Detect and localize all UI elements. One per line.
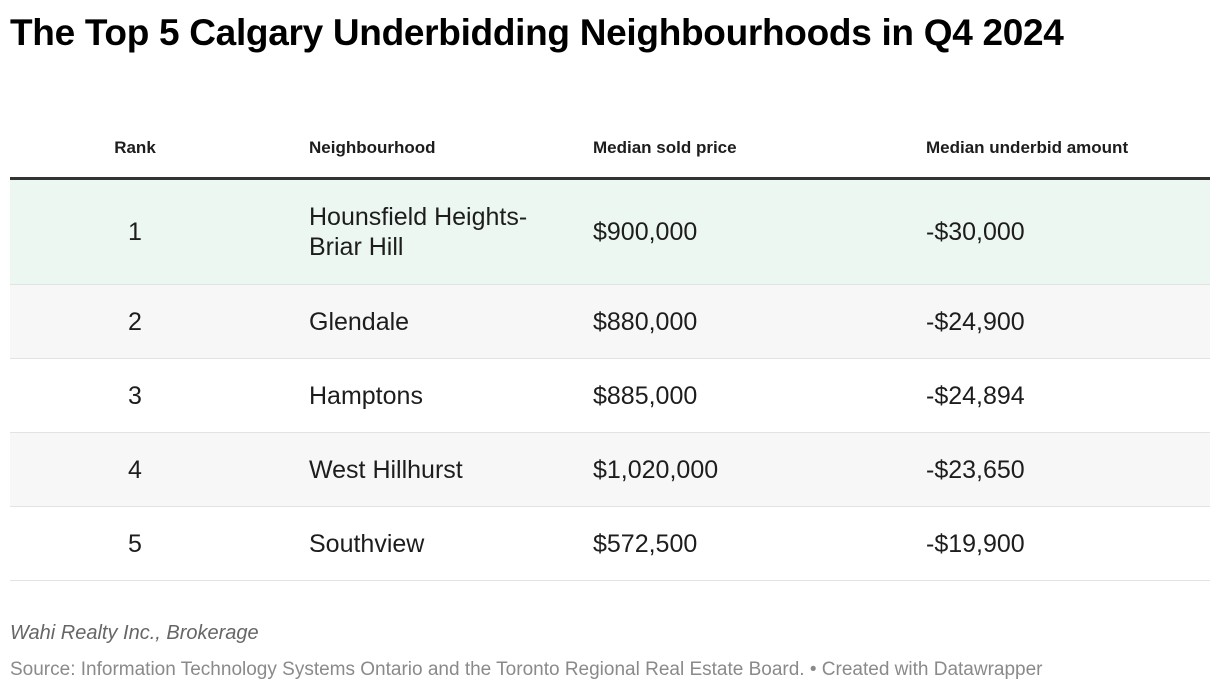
table-row: 2 Glendale $880,000 -$24,900 <box>10 284 1210 359</box>
table-row: 5 Southview $572,500 -$19,900 <box>10 506 1210 581</box>
data-table: Rank Neighbourhood Median sold price Med… <box>10 110 1210 581</box>
byline: Wahi Realty Inc., Brokerage <box>10 622 259 644</box>
neighbourhood-cell: Hamptons <box>260 358 593 433</box>
table-header: Rank Neighbourhood Median sold price Med… <box>10 110 1210 180</box>
median-sold-price-cell: $885,000 <box>593 358 926 433</box>
rank-cell: 4 <box>10 432 260 507</box>
table-row: 3 Hamptons $885,000 -$24,894 <box>10 358 1210 433</box>
neighbourhood-cell: West Hillhurst <box>260 432 593 507</box>
median-underbid-cell: -$19,900 <box>926 506 1210 581</box>
median-underbid-cell: -$23,650 <box>926 432 1210 507</box>
median-sold-price-cell: $1,020,000 <box>593 432 926 507</box>
median-sold-price-cell: $880,000 <box>593 284 926 359</box>
median-underbid-cell: -$30,000 <box>926 178 1210 285</box>
table-row: 4 West Hillhurst $1,020,000 -$23,650 <box>10 432 1210 507</box>
rank-cell: 2 <box>10 284 260 359</box>
neighbourhood-cell: Glendale <box>260 284 593 359</box>
table-row: 1 Hounsfield Heights-Briar Hill $900,000 -$… <box>10 178 1210 285</box>
header-rank[interactable]: Rank <box>10 110 260 180</box>
header-median-sold-price[interactable]: Median sold price <box>593 110 926 180</box>
median-underbid-cell: -$24,900 <box>926 284 1210 359</box>
median-sold-price-cell: $900,000 <box>593 178 926 285</box>
median-sold-price-cell: $572,500 <box>593 506 926 581</box>
rank-cell: 3 <box>10 358 260 433</box>
rank-cell: 1 <box>10 178 260 285</box>
rank-cell: 5 <box>10 506 260 581</box>
chart-title: The Top 5 Calgary Underbidding Neighbour… <box>10 12 1064 53</box>
neighbourhood-cell: Hounsfield Heights-Briar Hill <box>260 178 593 285</box>
header-neighbourhood[interactable]: Neighbourhood <box>260 110 593 180</box>
source-note: Source: Information Technology Systems O… <box>10 659 1043 680</box>
header-median-underbid[interactable]: Median underbid amount <box>926 110 1210 180</box>
neighbourhood-cell: Southview <box>260 506 593 581</box>
median-underbid-cell: -$24,894 <box>926 358 1210 433</box>
